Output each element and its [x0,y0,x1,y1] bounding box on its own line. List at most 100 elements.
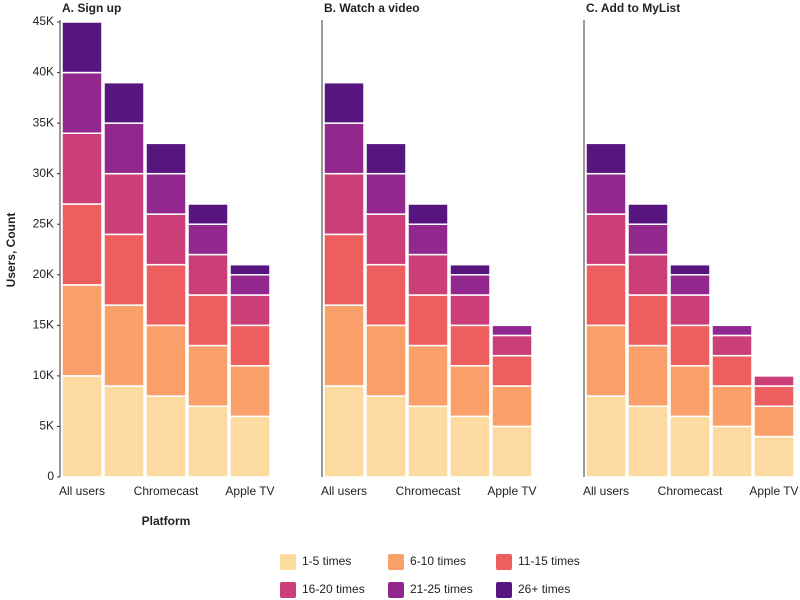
bar-segment [627,223,669,256]
bar-segment [669,294,711,327]
bar-segment [449,324,491,367]
bar-segment [365,213,407,266]
bar-segment [365,172,407,215]
bar-segment [585,395,627,478]
bar-segment [323,81,365,124]
bar-segment [407,294,449,347]
bar-segment [187,294,229,347]
x-tick-label: Apple TV [487,484,536,498]
bar-segment [669,263,711,276]
bar-segment [407,344,449,407]
legend-swatch [388,582,404,598]
bar-segment [711,425,753,478]
bar-segment [61,21,103,74]
bar-segment [103,81,145,124]
legend-swatch [388,554,404,570]
bar-segment [449,274,491,296]
bar-segment [449,294,491,327]
bar-segment [229,274,271,296]
bar-segment [627,344,669,407]
bar-segment [229,263,271,276]
legend-swatch [496,582,512,598]
y-tick-label: 40K [33,65,54,79]
bar-segment [187,253,229,296]
legend-label: 11-15 times [518,554,580,568]
bar-segment [669,365,711,418]
bar-segment [449,415,491,478]
bar-segment [585,172,627,215]
legend-label: 16-20 times [302,582,365,596]
bar-segment [103,233,145,306]
x-tick-label: Apple TV [749,484,798,498]
bar-segment [229,415,271,478]
bar-segment [323,172,365,236]
bar-segment [627,253,669,296]
bar-segment [449,365,491,418]
y-tick-label: 0 [47,469,54,483]
x-tick-label: Chromecast [658,484,723,498]
bar-segment [365,142,407,175]
bar-segment [61,284,103,377]
bar-segment [669,324,711,367]
bar-segment [145,213,187,266]
bar-segment [229,324,271,367]
bar-segment [365,324,407,397]
panel-title: C. Add to MyList [586,1,680,15]
bar-segment [585,263,627,327]
y-tick-label: 25K [33,216,54,230]
x-tick-label: All users [321,484,367,498]
bar-segment [103,385,145,478]
bar-segment [491,324,533,337]
y-tick-label: 10K [33,368,54,382]
bar-segment [323,385,365,478]
bar-segment [753,375,795,387]
x-tick-label: Chromecast [134,484,199,498]
x-axis-title: Platform [142,514,191,528]
bar-segment [61,203,103,286]
bar-segment [753,405,795,438]
bar-segment [61,71,103,134]
y-tick-label: 35K [33,115,54,129]
bar-segment [145,395,187,478]
y-tick-label: 30K [33,166,54,180]
legend-label: 21-25 times [410,582,473,596]
x-tick-label: All users [59,484,105,498]
x-tick-label: Apple TV [225,484,274,498]
bar-segment [229,365,271,418]
bar-segment [145,172,187,215]
y-tick-label: 15K [33,318,54,332]
panel-title: A. Sign up [62,1,121,15]
bar-segment [491,354,533,387]
bar-segment [365,263,407,327]
bar-segment [145,142,187,175]
bar-segment [323,233,365,306]
bar-segment [407,223,449,256]
bar-segment [365,395,407,478]
legend-swatch [280,582,296,598]
y-axis-title: Users, Count [4,213,18,288]
bar-segment [61,375,103,478]
legend-swatch [496,554,512,570]
bar-segment [187,203,229,225]
y-tick-label: 20K [33,267,54,281]
legend-swatch [280,554,296,570]
bar-segment [187,223,229,256]
bar-segment [323,304,365,387]
bar-segment [229,294,271,327]
bar-segment [103,172,145,236]
bar-segment [753,385,795,407]
bar-segment [145,263,187,327]
bar-segment [711,354,753,387]
bar-segment [491,334,533,357]
bar-segment [323,122,365,175]
y-tick-label: 5K [39,419,54,433]
bar-segment [585,324,627,397]
x-tick-label: All users [583,484,629,498]
legend-label: 6-10 times [410,554,466,568]
y-tick-label: 45K [33,14,54,28]
legend-label: 1-5 times [302,554,351,568]
bar-segment [449,263,491,276]
bar-segment [753,435,795,478]
bar-segment [669,274,711,296]
